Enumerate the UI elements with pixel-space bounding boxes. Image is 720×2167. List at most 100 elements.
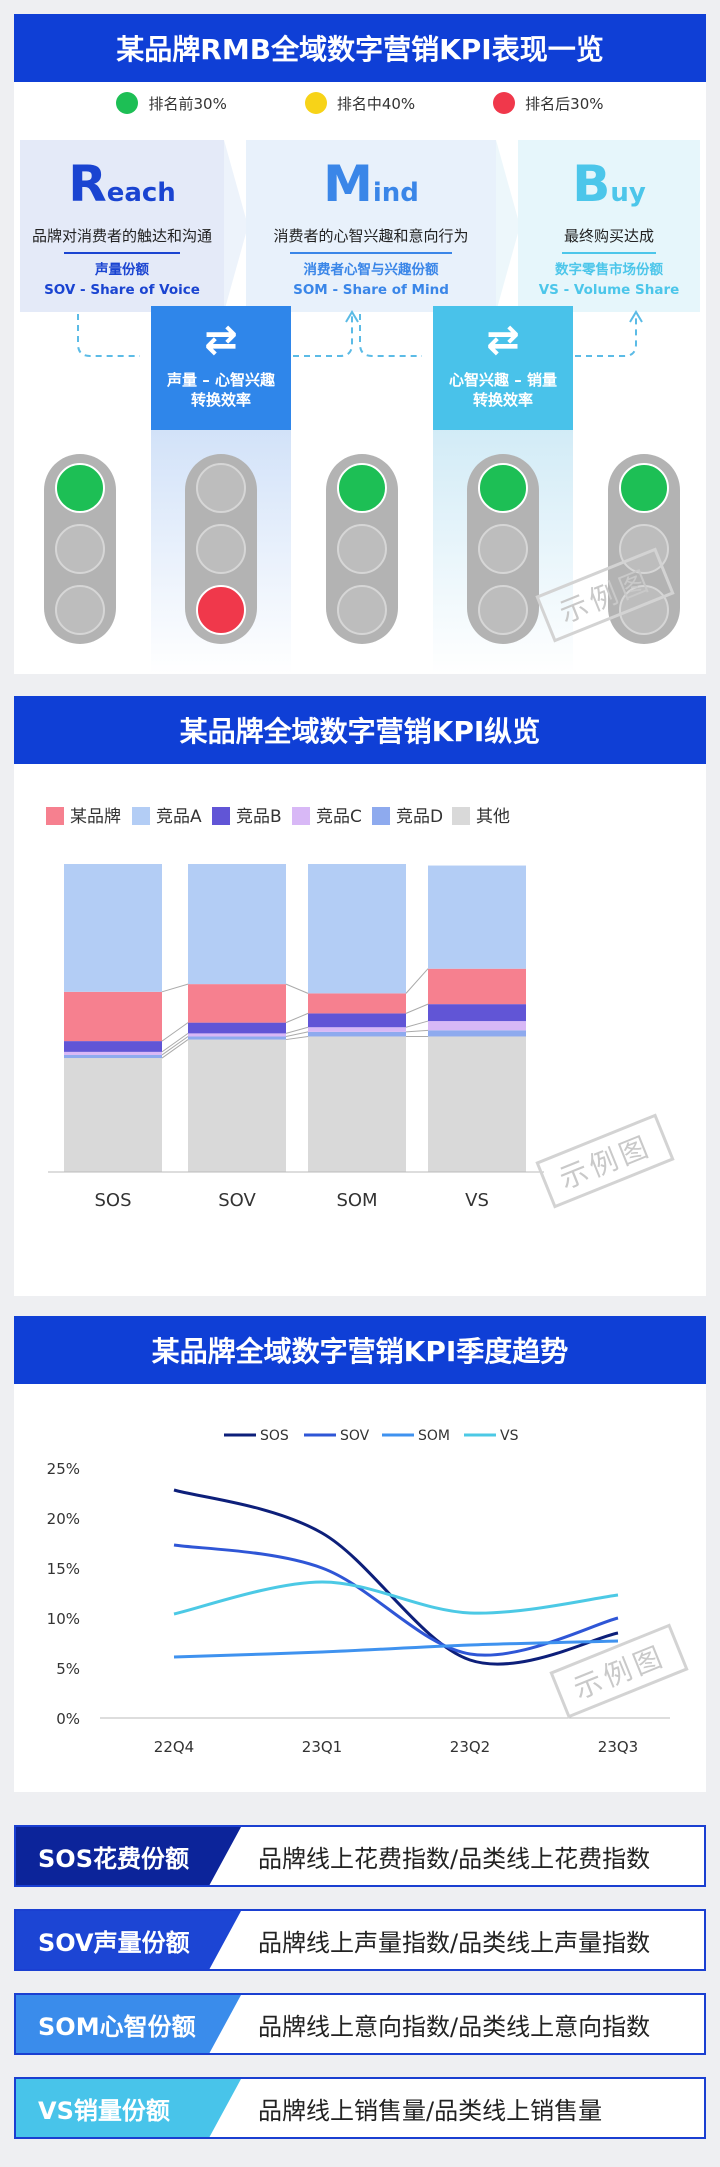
traffic-light-sos-sov <box>185 454 257 644</box>
lamp-icon <box>337 585 387 635</box>
legend-swatch <box>292 807 310 825</box>
connector-line <box>405 1029 429 1033</box>
legend-item-top: 排名前30% <box>116 92 227 114</box>
y-tick-label: 5% <box>56 1660 80 1678</box>
bar-segment <box>428 865 526 969</box>
bar-segment <box>308 864 406 994</box>
kpi-formula: 品牌线上声量指数/品类线上声量指数 <box>258 1928 651 1957</box>
kpi-row-sov: SOV声量份额 品牌线上声量指数/品类线上声量指数 <box>14 1909 706 1971</box>
connector-line <box>285 1031 309 1037</box>
lamp-icon <box>478 463 528 513</box>
swap-icon: ⇄ <box>204 317 238 363</box>
bar-segment <box>64 1051 162 1055</box>
stage-heading: Reach <box>68 155 176 213</box>
legend-label: 竞品C <box>316 807 362 827</box>
conversion-label: 声量 – 心智兴趣 <box>167 371 275 389</box>
lamp-icon <box>337 524 387 574</box>
x-tick-label: SOV <box>218 1190 256 1211</box>
bar-segment <box>308 1031 406 1037</box>
stage-metric-abbr: SOV - Share of Voice <box>44 282 200 298</box>
bar-segment <box>428 1030 526 1037</box>
legend-label: 其他 <box>476 807 510 827</box>
bar-segment <box>428 1036 526 1172</box>
bar-segment <box>64 864 162 992</box>
flow-arrows <box>77 310 643 357</box>
yellow-dot-icon <box>304 92 327 114</box>
bar-segment <box>64 1041 162 1052</box>
conversion-label: 转换效率 <box>472 391 533 409</box>
y-tick-label: 20% <box>47 1510 80 1528</box>
bar-segment <box>428 1021 526 1031</box>
lamp-icon <box>478 524 528 574</box>
stage-description: 消费者的心智兴趣和意向行为 <box>273 227 469 245</box>
kpi-label: SOV声量份额 <box>16 1911 241 1969</box>
connector-line <box>285 1012 309 1024</box>
lamp-icon <box>196 463 246 513</box>
connector-line <box>285 1026 309 1034</box>
legend-label: 竞品A <box>156 807 202 827</box>
stage-heading: Buy <box>572 155 646 213</box>
connector-line <box>285 1035 309 1041</box>
legend-label: SOM <box>418 1428 450 1444</box>
red-dot-icon <box>493 92 516 114</box>
kpi-label: VS销量份额 <box>16 2079 241 2137</box>
legend-swatch <box>452 807 470 825</box>
panel-title: 某品牌全域数字营销KPI纵览 <box>14 696 706 764</box>
stage-description: 最终购买达成 <box>563 227 654 245</box>
stage-metric-name: 声量份额 <box>95 262 149 278</box>
stage-metric-name: 数字零售市场份额 <box>555 262 663 278</box>
green-dot-icon <box>116 92 139 114</box>
bar-segment <box>188 1036 286 1040</box>
traffic-light-vs <box>608 454 680 644</box>
legend-label: 竞品B <box>236 807 282 827</box>
traffic-light-sov <box>326 454 398 644</box>
series-line-vs <box>173 1580 619 1616</box>
kpi-formula: 品牌线上销售量/品类线上销售量 <box>258 2096 603 2125</box>
panel-title: 某品牌全域数字营销KPI季度趋势 <box>14 1316 706 1384</box>
legend-label: 排名中40% <box>336 94 416 113</box>
bar-segment <box>188 984 286 1023</box>
stage-metric-name: 消费者心智与兴趣份额 <box>303 262 439 278</box>
ranking-legend: 排名前30% 排名中40% 排名后30% <box>14 92 706 114</box>
kpi-label: SOS花费份额 <box>16 1827 241 1885</box>
kpi-formula: 品牌线上花费指数/品类线上花费指数 <box>258 1844 651 1873</box>
swap-icon: ⇄ <box>486 317 520 363</box>
kpi-label: SOM心智份额 <box>16 1995 241 2053</box>
series-line-sos <box>173 1488 619 1666</box>
divider <box>562 252 656 254</box>
kpi-overview-panel: 某品牌RMB全域数字营销KPI表现一览 排名前30% 排名中40% 排名后30%… <box>14 14 706 674</box>
x-tick-label: 23Q1 <box>302 1738 342 1756</box>
stacked-bar-chart: 某品牌 竞品A 竞品B 竞品C 竞品D 其他 SOS SOV SOM VS <box>46 807 544 1211</box>
series-line-som <box>173 1639 619 1659</box>
connector-line <box>161 1032 189 1053</box>
connector-line <box>161 1022 189 1042</box>
bar-segment <box>308 1013 406 1028</box>
legend-label: 竞品D <box>396 807 443 827</box>
kpi-row-vs: VS销量份额 品牌线上销售量/品类线上销售量 <box>14 2077 706 2139</box>
traffic-light-som <box>467 454 539 644</box>
connector-line <box>405 968 429 994</box>
bar-segment <box>428 968 526 1005</box>
conversion-label: 心智兴趣 – 销量 <box>449 371 557 389</box>
legend-swatch <box>372 807 390 825</box>
chevron-right-icon <box>496 140 520 312</box>
x-tick-label: 22Q4 <box>154 1738 194 1756</box>
traffic-light-sos <box>44 454 116 644</box>
y-tick-label: 10% <box>47 1610 80 1628</box>
y-tick-label: 15% <box>47 1560 80 1578</box>
lamp-icon <box>619 585 669 635</box>
conversion-label: 转换效率 <box>190 391 251 409</box>
lamp-icon <box>55 524 105 574</box>
legend-swatch <box>212 807 230 825</box>
connector-line <box>161 1039 189 1059</box>
legend-label: VS <box>500 1428 519 1444</box>
bar-segment <box>64 991 162 1042</box>
stage-metric-abbr: VS - Volume Share <box>538 282 680 298</box>
bar-segment <box>188 1039 286 1172</box>
x-tick-label: SOM <box>336 1190 377 1211</box>
kpi-formula: 品牌线上意向指数/品类线上意向指数 <box>258 2012 651 2041</box>
bar-segment <box>308 1036 406 1172</box>
legend-label: SOS <box>260 1428 289 1444</box>
conversion-som-vs: ⇄ 心智兴趣 – 销量 转换效率 <box>433 306 573 430</box>
bar-segment <box>308 993 406 1014</box>
